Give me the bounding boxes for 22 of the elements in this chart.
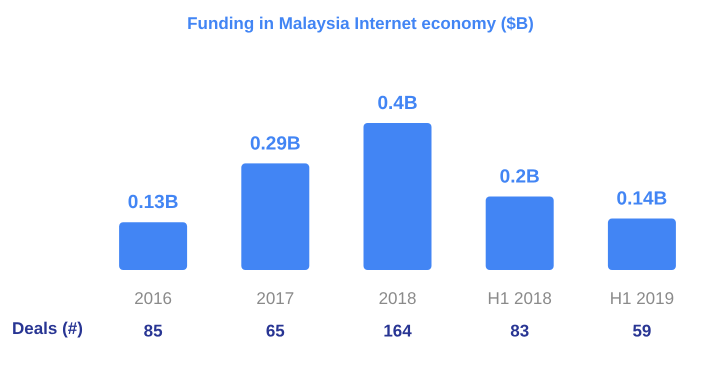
x-tick-label: H1 2018 xyxy=(488,289,552,308)
x-tick-label: 2018 xyxy=(378,289,416,308)
text: 83 xyxy=(510,322,530,340)
data-label: 0.29B xyxy=(250,133,301,154)
x-tick-label: 2016 xyxy=(134,289,172,308)
text: 85 xyxy=(144,322,163,340)
bar xyxy=(486,196,554,270)
x-tick-label: 2017 xyxy=(256,289,294,308)
x-tick-label: H1 2019 xyxy=(610,289,674,308)
data-label: 0.14B xyxy=(616,188,668,210)
text: 59 xyxy=(632,322,652,340)
text: 65 xyxy=(266,322,285,340)
bar xyxy=(364,123,432,270)
chart-title: Funding in Malaysia Internet economy ($B) xyxy=(187,14,534,33)
text: 164 xyxy=(383,322,412,340)
bar xyxy=(119,222,188,270)
text: Deals (#) xyxy=(12,319,83,338)
bar xyxy=(241,163,310,270)
data-label: 0.2B xyxy=(500,166,540,188)
data-label: 0.4B xyxy=(377,93,418,114)
data-label: 0.13B xyxy=(128,192,178,214)
bar xyxy=(608,218,676,270)
